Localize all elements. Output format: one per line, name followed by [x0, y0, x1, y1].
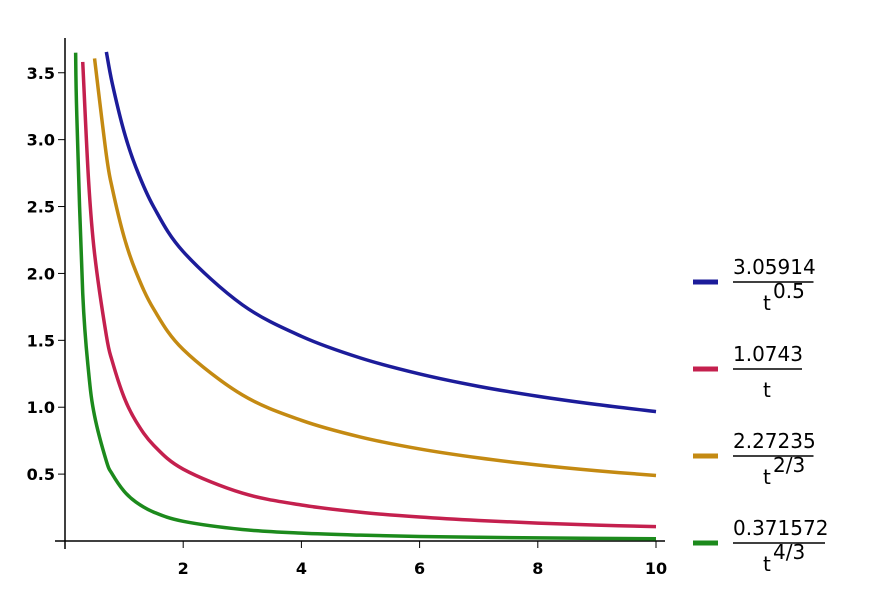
series-line [92, 58, 657, 478]
x-tick-label: 6 [414, 559, 425, 578]
legend-numerator: 1.0743 [733, 342, 803, 366]
y-tick-label: 2.5 [27, 198, 55, 217]
y-tick-label: 1.5 [27, 331, 55, 350]
legend-base: t [763, 552, 771, 576]
y-tick-label: 0.5 [27, 465, 55, 484]
x-tick-label: 4 [296, 559, 307, 578]
legend-numerator: 0.371572 [733, 516, 828, 540]
x-tick-label: 8 [532, 559, 543, 578]
y-tick-label: 2.0 [27, 264, 55, 283]
y-tick-label: 1.0 [27, 398, 55, 417]
series-line [73, 52, 657, 541]
legend-exponent: 2/3 [773, 453, 805, 477]
legend-numerator: 2.27235 [733, 429, 816, 453]
legend-base: t [763, 465, 771, 489]
legend-exponent: 0.5 [773, 279, 805, 303]
x-tick-label: 10 [645, 559, 667, 578]
legend-exponent: 4/3 [773, 540, 805, 564]
y-tick-label: 3.5 [27, 64, 55, 83]
y-tick-label: 3.0 [27, 131, 55, 150]
legend-numerator: 3.05914 [733, 255, 816, 279]
x-tick-label: 2 [178, 559, 189, 578]
legend-base: t [763, 291, 771, 315]
series-line [104, 51, 657, 414]
series-line [80, 61, 657, 529]
legend-base: t [763, 378, 771, 402]
